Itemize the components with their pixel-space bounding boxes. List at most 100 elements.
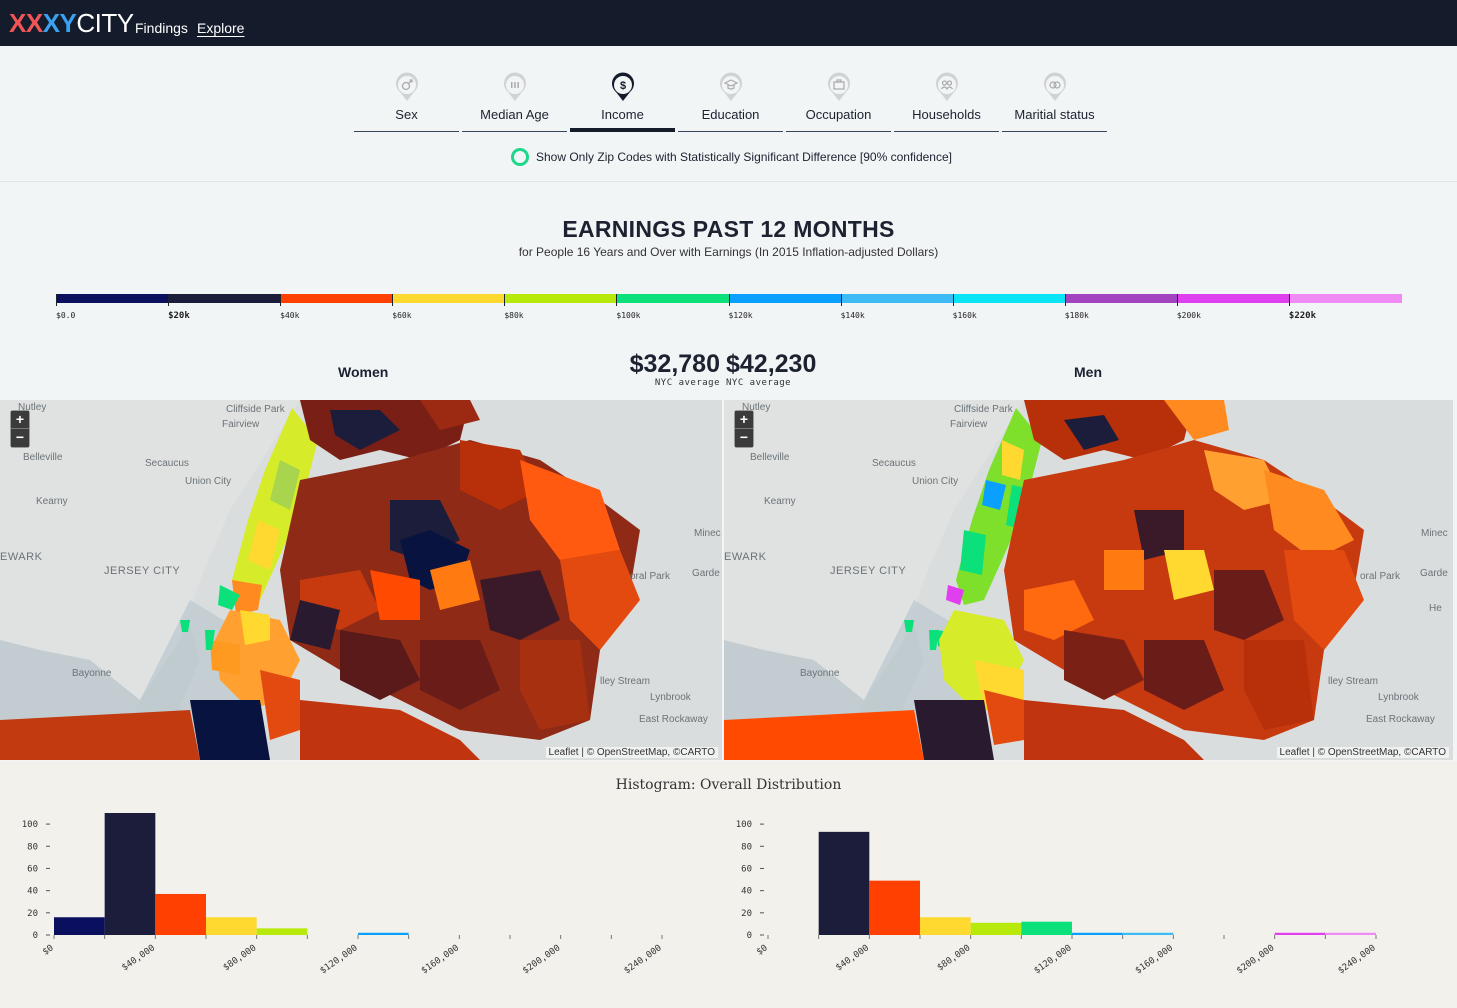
legend-tick: [392, 294, 394, 306]
nav-findings[interactable]: Findings: [135, 20, 188, 36]
tab-education[interactable]: Education: [678, 70, 783, 132]
map-attribution[interactable]: Leaflet | © OpenStreetMap, ©CARTO: [545, 747, 718, 758]
legend-swatch: [728, 294, 842, 303]
y-tick-label: 0: [747, 931, 752, 941]
women-label: Women: [338, 364, 389, 380]
tab-marital-status[interactable]: Maritial status: [1002, 70, 1107, 132]
histogram-bar[interactable]: [1072, 932, 1123, 935]
tab-label: Sex: [395, 107, 418, 122]
x-tick-label: $200,000: [1235, 943, 1276, 976]
toggle-circle-icon[interactable]: [511, 148, 529, 166]
place-label: Lynbrook: [650, 692, 691, 703]
legend-tick: [1176, 294, 1178, 306]
zoom-control: + −: [734, 410, 754, 448]
dollar-icon: $: [611, 72, 634, 101]
histogram-bar[interactable]: [206, 917, 257, 935]
x-tick-label: $80,000: [222, 943, 259, 973]
tab-sex[interactable]: Sex: [354, 70, 459, 132]
legend-tick: [168, 294, 170, 306]
legend-tick-label: $0.0: [56, 311, 76, 320]
map-attribution[interactable]: Leaflet | © OpenStreetMap, ©CARTO: [1276, 747, 1449, 758]
y-tick-label: 40: [741, 887, 752, 897]
men-label: Men: [1074, 364, 1102, 380]
x-tick-label: $160,000: [1134, 943, 1175, 976]
tab-median-age[interactable]: Median Age: [462, 70, 567, 132]
histogram-bar[interactable]: [1274, 932, 1326, 935]
tab-income[interactable]: $ Income: [570, 70, 675, 132]
place-label: Nutley: [18, 402, 47, 413]
place-label: He: [1429, 603, 1442, 614]
men-average: $42,230 NYC average: [726, 350, 828, 388]
tab-label: Households: [912, 107, 981, 122]
age-icon: [503, 72, 526, 101]
zoom-out-button[interactable]: −: [11, 429, 29, 447]
place-label: oral Park: [630, 571, 671, 582]
x-tick-label: $0: [41, 943, 56, 957]
legend-swatch: [1288, 294, 1402, 303]
x-tick-label: $120,000: [1032, 943, 1073, 976]
zoom-in-button[interactable]: +: [735, 411, 753, 429]
men-map[interactable]: Nutley Cliffside Park Fairview Bellevill…: [724, 400, 1453, 760]
women-histogram: 100 80 60 40 20 0$0 $40,000 $80,000 $120,000 $160…: [22, 813, 664, 976]
legend-swatch: [56, 294, 170, 303]
tab-label: Occupation: [805, 107, 872, 122]
place-label: JERSEY CITY: [104, 565, 181, 577]
y-tick-label: 100: [22, 820, 38, 830]
legend-tick: [1064, 294, 1066, 306]
svg-text:$: $: [619, 80, 625, 92]
logo-city: CITY: [76, 8, 134, 38]
place-label: East Rockaway: [1366, 714, 1435, 725]
place-label: lley Stream: [600, 676, 651, 687]
histogram-bar[interactable]: [970, 922, 1022, 935]
xxycity-logo[interactable]: XXXYCITY: [9, 9, 134, 37]
tab-occupation[interactable]: Occupation: [786, 70, 891, 132]
place-label: Garde: [692, 568, 720, 579]
women-average: $32,780 NYC average: [620, 350, 720, 388]
place-label: Garde: [1420, 568, 1448, 579]
histogram-bar[interactable]: [54, 917, 105, 935]
place-label: Cliffside Park: [954, 404, 1013, 415]
histogram-bar[interactable]: [104, 813, 156, 935]
legend-tick: [1288, 294, 1290, 306]
logo-xy: XY: [42, 8, 77, 38]
histogram-bar[interactable]: [256, 928, 308, 935]
zoom-out-button[interactable]: −: [735, 429, 753, 447]
histogram-bar[interactable]: [155, 893, 206, 935]
color-legend: $0.0 $20k $40k $60k $80k $100k $120k $140k $160k…: [56, 294, 1402, 324]
place-label: Kearny: [36, 496, 68, 507]
histogram-bar[interactable]: [1325, 932, 1376, 935]
legend-tick-label: $160k: [952, 311, 977, 320]
logo-xx: XX: [9, 8, 43, 38]
women-choropleth: [0, 400, 722, 760]
place-label: Fairview: [222, 419, 260, 430]
significance-toggle[interactable]: Show Only Zip Codes with Statistically S…: [511, 148, 952, 166]
tab-label: Education: [701, 107, 760, 122]
nav-explore[interactable]: Explore: [197, 20, 245, 36]
x-tick-label: $80,000: [936, 943, 973, 973]
x-tick-label: $40,000: [120, 943, 157, 973]
histogram-bar[interactable]: [869, 880, 920, 935]
place-label: Fairview: [950, 419, 988, 430]
legend-swatch: [840, 294, 954, 303]
place-label: Union City: [912, 476, 959, 487]
women-map[interactable]: Nutley Cliffside Park Fairview Bellevill…: [0, 400, 722, 760]
legend-tick-label: $20k: [168, 311, 190, 321]
histogram-bar[interactable]: [1122, 932, 1174, 935]
x-tick-label: $240,000: [622, 943, 663, 976]
histogram-bar[interactable]: [358, 932, 409, 935]
place-label: EWARK: [724, 551, 767, 563]
tab-households[interactable]: Households: [894, 70, 999, 132]
women-average-caption: NYC average: [654, 378, 720, 388]
zoom-in-button[interactable]: +: [11, 411, 29, 429]
histogram-bar[interactable]: [920, 917, 971, 935]
histogram-bar[interactable]: [1021, 921, 1072, 935]
y-tick-label: 80: [27, 842, 38, 852]
legend-swatch: [616, 294, 730, 303]
rings-icon: [1043, 72, 1066, 101]
men-average-caption: NYC average: [726, 378, 792, 388]
histogram-bar[interactable]: [818, 831, 870, 935]
place-label: Belleville: [750, 452, 790, 463]
legend-tick-label: $40k: [280, 311, 300, 320]
legend-tick-label: $80k: [504, 311, 524, 320]
people-icon: [935, 72, 958, 101]
